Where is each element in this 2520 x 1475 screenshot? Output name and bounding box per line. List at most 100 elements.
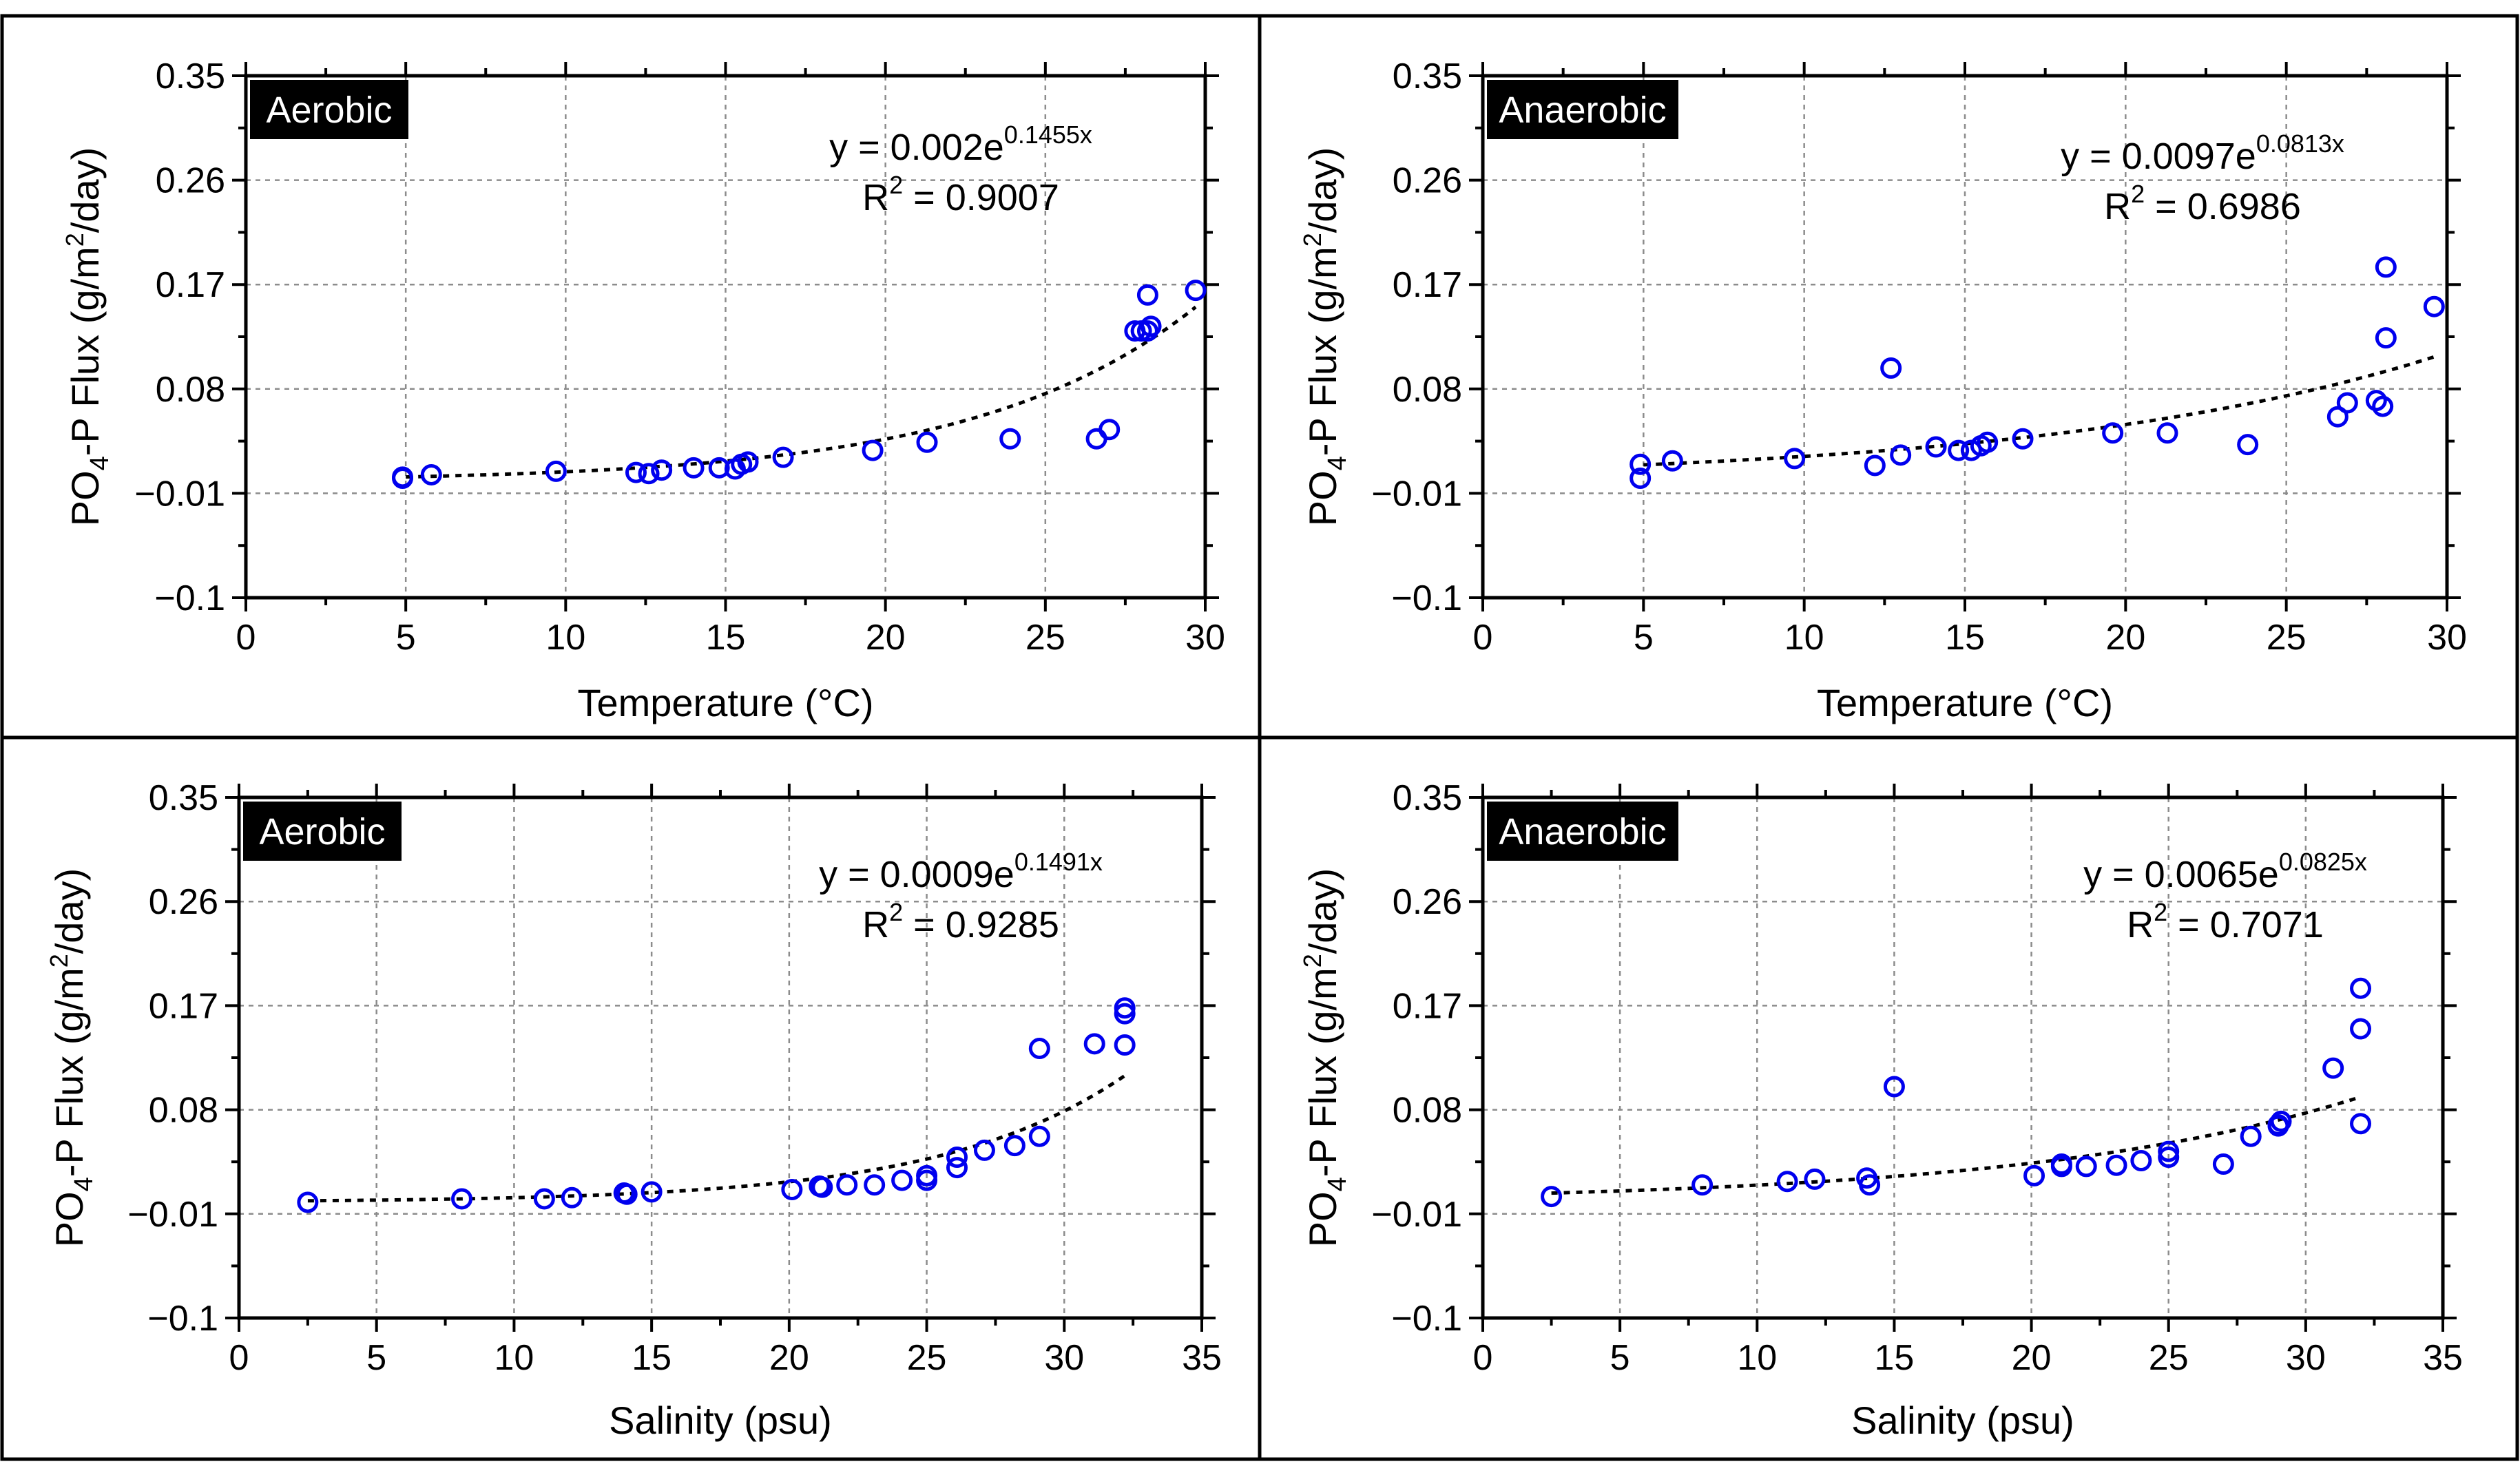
x-tick-label: 20 bbox=[866, 618, 906, 658]
data-points bbox=[1541, 977, 2372, 1208]
r-squared-value: = 0.7071 bbox=[2167, 904, 2324, 945]
y-axis-title-part: 2 bbox=[45, 954, 73, 967]
y-axis-title-part: /day) bbox=[1301, 868, 1344, 954]
y-tick-label: 0.17 bbox=[149, 986, 218, 1026]
data-point bbox=[836, 1174, 858, 1196]
data-point bbox=[638, 463, 660, 485]
data-point bbox=[2158, 1140, 2180, 1162]
y-tick-label: 0.35 bbox=[1393, 778, 1462, 818]
data-point bbox=[946, 1146, 968, 1168]
data-point bbox=[973, 1139, 995, 1161]
gridlines bbox=[1483, 797, 2443, 1318]
data-point bbox=[811, 1176, 833, 1198]
data-point bbox=[1541, 1186, 1563, 1208]
x-tick-label: 15 bbox=[1875, 1338, 1915, 1378]
equation-base: y = 0.0009e bbox=[819, 854, 1014, 895]
y-axis-title-part: -P Flux (g/m bbox=[1301, 247, 1344, 456]
x-tick-label: 25 bbox=[2149, 1338, 2189, 1378]
data-point bbox=[1136, 284, 1158, 306]
y-axis-title-part: 4 bbox=[85, 456, 114, 470]
x-tick-label: 0 bbox=[229, 1338, 249, 1378]
data-point bbox=[2212, 1153, 2234, 1175]
axis-ticks bbox=[1469, 784, 2457, 1332]
trendline-equation: y = 0.002e0.1455x bbox=[829, 121, 1092, 168]
data-point bbox=[1140, 315, 1162, 337]
data-point bbox=[2336, 392, 2358, 414]
y-tick-label: −0.01 bbox=[134, 474, 225, 514]
y-axis-title: PO4-P Flux (g/m2/day) bbox=[1298, 147, 1352, 527]
data-point bbox=[1661, 450, 1683, 472]
data-point bbox=[1114, 1034, 1136, 1056]
x-tick-label: 15 bbox=[706, 618, 746, 658]
data-point bbox=[2326, 406, 2349, 428]
equation-base: y = 0.002e bbox=[829, 127, 1004, 168]
y-axis-title-part: 4 bbox=[70, 1177, 98, 1191]
y-axis-title-part: 2 bbox=[1298, 233, 1326, 247]
data-point bbox=[1948, 439, 1970, 461]
data-point bbox=[625, 461, 647, 483]
panel-grid-frame bbox=[0, 14, 2519, 1461]
x-tick-label: 30 bbox=[1044, 1338, 1084, 1378]
panel-label: Aerobic bbox=[259, 811, 385, 852]
r-squared-exponent: 2 bbox=[2154, 898, 2167, 926]
data-point bbox=[1691, 1174, 1714, 1196]
y-tick-label: −0.01 bbox=[1371, 474, 1462, 514]
data-point bbox=[1925, 436, 1947, 458]
r-squared: R2 = 0.6986 bbox=[2104, 180, 2301, 227]
data-point bbox=[862, 439, 884, 461]
equation-exponent: 0.0813x bbox=[2256, 129, 2344, 158]
data-point bbox=[2350, 1113, 2372, 1135]
chart-panel-3: 0 5 10 15 20 25 30 35 −0.1 −0.01 0.08 0.17 0.26 0.35 S… bbox=[45, 778, 1222, 1442]
chart-panel-1: 0 5 10 15 20 25 30 −0.1 −0.01 0.08 0.17 0.26 0.35 Tem… bbox=[61, 56, 1225, 724]
x-tick-label: 10 bbox=[494, 1338, 534, 1378]
x-axis-title: Salinity (psu) bbox=[609, 1399, 832, 1442]
panel-label-badge: Aerobic bbox=[250, 80, 408, 139]
panel-label-background bbox=[250, 80, 408, 139]
data-point bbox=[1098, 419, 1121, 441]
data-point bbox=[1784, 448, 1806, 470]
data-point bbox=[1883, 1076, 1905, 1098]
x-tick-label: 0 bbox=[236, 618, 256, 658]
trendline-equation: y = 0.0009e0.1491x bbox=[819, 848, 1103, 895]
x-tick-label: 30 bbox=[2427, 618, 2467, 658]
gridlines bbox=[239, 797, 1202, 1318]
y-tick-label: 0.08 bbox=[149, 1091, 218, 1131]
data-point bbox=[2375, 327, 2397, 349]
r-squared-exponent: 2 bbox=[2131, 180, 2145, 208]
y-axis-title-part: PO bbox=[48, 1191, 91, 1247]
data-point bbox=[1028, 1125, 1050, 1147]
data-point bbox=[864, 1174, 886, 1196]
data-point bbox=[2075, 1155, 2097, 1178]
data-point bbox=[1629, 453, 1652, 475]
panel-label: Anaerobic bbox=[1499, 90, 1666, 131]
y-tick-label: 0.17 bbox=[1393, 265, 1462, 305]
data-point bbox=[2156, 422, 2178, 444]
data-point bbox=[2423, 295, 2445, 317]
y-tick-label: −0.1 bbox=[154, 578, 225, 618]
gridlines bbox=[1483, 76, 2447, 598]
data-point bbox=[392, 468, 414, 490]
data-point bbox=[2270, 1110, 2292, 1132]
r-squared-exponent: 2 bbox=[889, 898, 903, 926]
data-point bbox=[772, 446, 794, 468]
trendline-equation: y = 0.0097e0.0813x bbox=[2061, 129, 2344, 177]
x-tick-label: 20 bbox=[769, 1338, 809, 1378]
data-point bbox=[708, 457, 730, 479]
r-squared-value: = 0.6986 bbox=[2145, 186, 2301, 227]
data-point bbox=[297, 1191, 319, 1213]
r-squared-symbol: R bbox=[862, 904, 889, 945]
x-tick-label: 0 bbox=[1473, 618, 1493, 658]
r-squared-symbol: R bbox=[2104, 186, 2131, 227]
data-point bbox=[916, 1164, 938, 1186]
panel-label-badge: Aerobic bbox=[243, 802, 402, 861]
data-point bbox=[2105, 1154, 2127, 1176]
x-tick-label: 35 bbox=[2423, 1338, 2463, 1378]
y-tick-label: 0.35 bbox=[1393, 56, 1462, 96]
data-point bbox=[420, 463, 442, 485]
x-tick-label: 5 bbox=[366, 1338, 386, 1378]
y-axis-title-part: 2 bbox=[61, 233, 89, 247]
r-squared: R2 = 0.7071 bbox=[2127, 898, 2324, 945]
data-point bbox=[1114, 997, 1136, 1019]
x-axis-title: Temperature (°C) bbox=[1817, 681, 2113, 724]
data-point bbox=[1629, 468, 1652, 490]
